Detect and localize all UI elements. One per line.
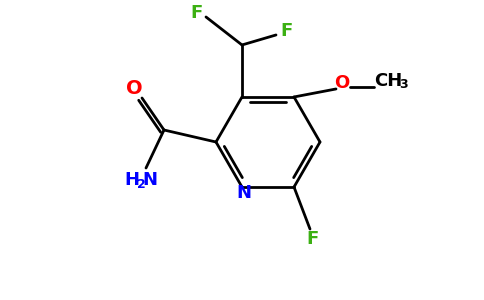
Text: O: O bbox=[126, 79, 142, 98]
Text: F: F bbox=[190, 4, 202, 22]
Text: F: F bbox=[280, 22, 292, 40]
Text: 2: 2 bbox=[136, 178, 145, 190]
Text: 3: 3 bbox=[400, 79, 408, 92]
Text: CH: CH bbox=[374, 72, 402, 90]
Text: N: N bbox=[237, 184, 252, 202]
Text: H: H bbox=[124, 171, 139, 189]
Text: F: F bbox=[306, 230, 318, 248]
Text: O: O bbox=[334, 74, 349, 92]
Text: N: N bbox=[142, 171, 157, 189]
